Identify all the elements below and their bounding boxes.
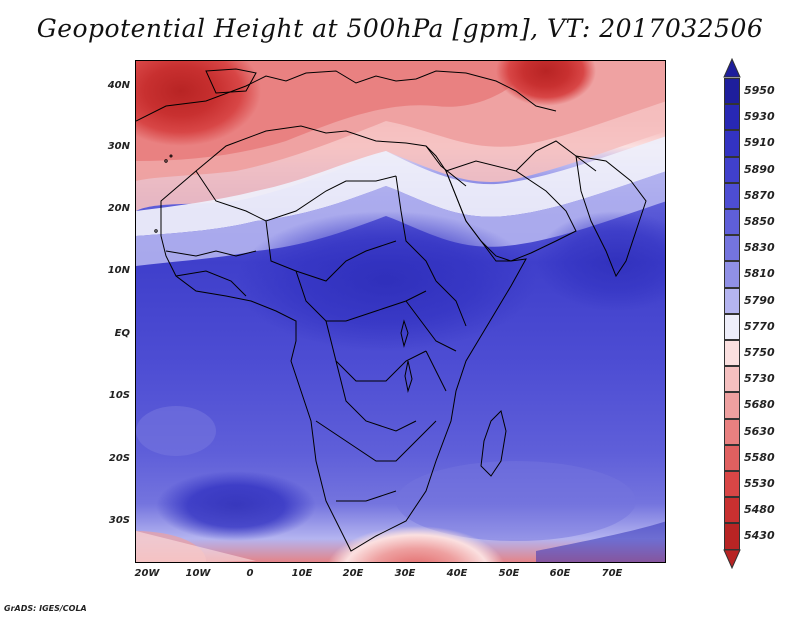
colorbar-swatch — [724, 235, 740, 262]
credit-text: GrADS: IGES/COLA — [4, 604, 87, 613]
x-axis-label: 0 — [246, 568, 254, 579]
colorbar-swatch — [724, 261, 740, 288]
colorbar-swatch — [724, 444, 740, 471]
colorbar-label: 5790 — [744, 293, 775, 307]
colorbar-swatch — [724, 523, 740, 550]
colorbar-label: 5850 — [744, 215, 775, 228]
x-axis-label: 50E — [498, 568, 520, 579]
colorbar-swatch — [724, 182, 740, 209]
x-axis-label: 20E — [342, 568, 364, 579]
colorbar-swatch — [724, 392, 740, 419]
colorbar-label: 5730 — [744, 372, 775, 386]
colorbar-swatch — [724, 287, 740, 314]
map-panel — [135, 60, 666, 563]
colorbar-label: 5810 — [744, 267, 775, 281]
colorbar-label: 5890 — [744, 162, 775, 176]
x-axis-label: 70E — [601, 568, 623, 579]
colorbar-swatch — [724, 313, 740, 340]
colorbar-label: 5430 — [744, 529, 775, 543]
y-axis-label: 20S — [108, 453, 130, 464]
colorbar-swatch — [724, 78, 740, 105]
colorbar-top-arrow — [723, 58, 741, 78]
y-axis-label: EQ — [114, 328, 130, 339]
colorbar-label: 5580 — [744, 450, 775, 464]
y-axis-label: 10S — [108, 390, 130, 401]
colorbar-label: 5480 — [744, 503, 775, 517]
colorbar-swatch — [724, 104, 740, 131]
colorbar-swatch — [724, 497, 740, 524]
y-axis-label: 10N — [107, 265, 130, 276]
x-axis-label: 30E — [394, 568, 416, 579]
colorbar-swatch — [724, 366, 740, 393]
colorbar-swatch — [724, 418, 740, 445]
colorbar-bottom-arrow — [723, 549, 741, 569]
colorbar-label: 5910 — [744, 136, 775, 150]
colorbar-swatch — [724, 471, 740, 498]
colorbar-label: 5870 — [744, 188, 775, 202]
y-axis-label: 30N — [107, 141, 130, 152]
geopotential-height-map — [136, 61, 665, 562]
x-axis-label: 60E — [549, 568, 571, 579]
colorbar-label: 5830 — [744, 241, 775, 255]
colorbar-label: 5750 — [744, 346, 775, 359]
x-axis-label: 10W — [185, 568, 211, 579]
x-axis-label: 40E — [446, 568, 468, 579]
colorbar-label: 5630 — [744, 424, 775, 438]
colorbar-label: 5530 — [744, 477, 775, 490]
chart-title: Geopotential Height at 500hPa [gpm], VT:… — [36, 14, 764, 43]
colorbar-swatch — [724, 340, 740, 367]
colorbar-swatch — [724, 130, 740, 157]
colorbar-swatch — [724, 209, 740, 236]
colorbar-label: 5930 — [744, 110, 775, 124]
colorbar-label: 5770 — [744, 319, 775, 333]
y-axis-label: 40N — [107, 80, 130, 91]
colorbar-label: 5680 — [744, 398, 775, 412]
x-axis-label: 10E — [291, 568, 313, 579]
y-axis-label: 20N — [107, 203, 130, 214]
x-axis-label: 20W — [134, 568, 160, 579]
colorbar-swatch — [724, 156, 740, 183]
y-axis-label: 30S — [108, 515, 130, 526]
colorbar-label: 5950 — [744, 84, 775, 97]
